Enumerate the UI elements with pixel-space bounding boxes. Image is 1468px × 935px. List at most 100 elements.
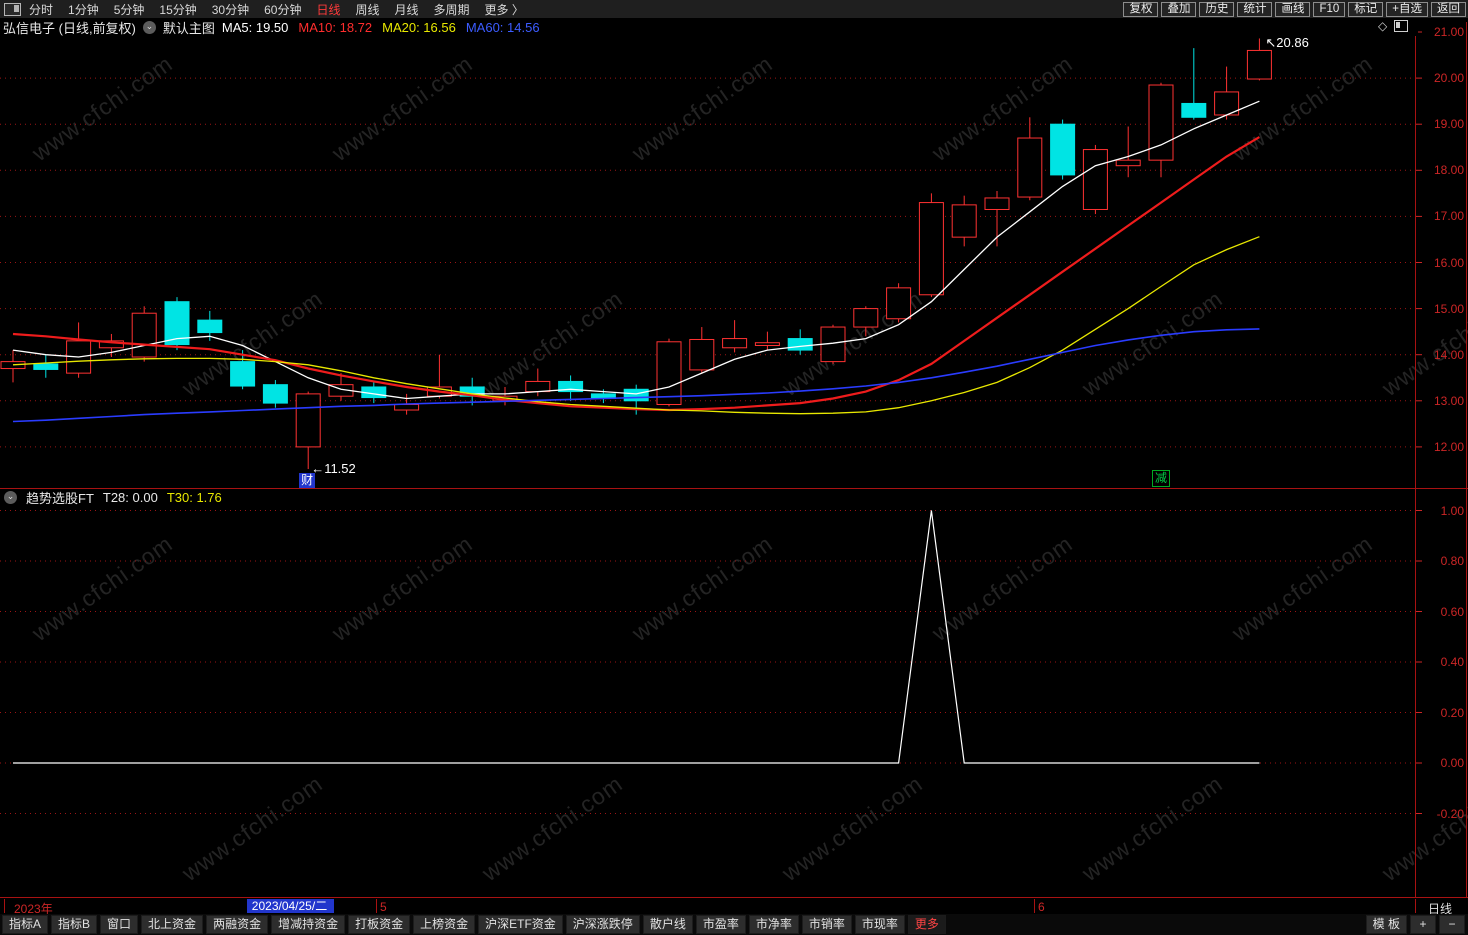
period-tab-3[interactable]: 5分钟: [113, 2, 145, 17]
price-scale-label: 14.00: [1433, 347, 1464, 362]
period-tab-5[interactable]: 30分钟: [211, 2, 250, 17]
candle-body: [853, 308, 879, 328]
diamond-icon[interactable]: ◇: [1378, 19, 1388, 33]
stock-title: 弘信电子 (日线,前复权): [3, 20, 136, 36]
window-layout-icon[interactable]: [4, 2, 21, 16]
candle-body: [1050, 123, 1076, 176]
ma-value-3: MA20: 16.56: [382, 19, 456, 35]
indicator-scale-label: 0.60: [1440, 604, 1464, 619]
finance-report-badge: 财: [299, 473, 316, 488]
indicator-scale-label: 1.00: [1440, 503, 1464, 518]
price-scale-label: 20.00: [1433, 71, 1464, 86]
bottom-button-14[interactable]: 市销率: [801, 915, 852, 934]
tool-button-6[interactable]: F10: [1313, 1, 1346, 17]
bottom-button-3[interactable]: 窗口: [100, 915, 139, 934]
bottom-button-2[interactable]: 指标B: [51, 915, 98, 934]
year-label: 2023年: [14, 902, 53, 916]
holding-reduction-badge: 减: [1152, 470, 1170, 487]
candle-body: [262, 384, 288, 404]
remove-pane-button[interactable]: −: [1439, 915, 1465, 934]
indicator-scale-label: 0.00: [1440, 756, 1464, 770]
price-scale-label: 12.00: [1433, 439, 1464, 454]
main-chart-selector[interactable]: 默认主图: [162, 20, 215, 36]
bottom-button-6[interactable]: 增减持资金: [271, 915, 346, 934]
candle-body: [1181, 102, 1207, 118]
candle-body: [1017, 137, 1043, 198]
selected-date[interactable]: 2023/04/25/二: [247, 899, 332, 913]
bottom-button-16[interactable]: 更多: [907, 915, 946, 934]
candle-body: [787, 338, 813, 351]
ma-legend: MA5: 19.50 MA10: 18.72 MA20: 16.56 MA60: 14…: [222, 20, 540, 35]
ma-value-4: MA60: 14.56: [465, 19, 540, 35]
candle-body: [754, 342, 780, 346]
tool-button-8[interactable]: +自选: [1386, 1, 1428, 17]
bottom-button-8[interactable]: 上榜资金: [413, 915, 476, 934]
candle-body: [1246, 49, 1272, 80]
date-tick: [4, 899, 5, 913]
indicator-scale-label: -0.20: [1436, 806, 1464, 821]
bottom-button-11[interactable]: 散户线: [642, 915, 693, 934]
high-price-annotation: ↖20.86: [1265, 35, 1309, 51]
candle-body: [230, 361, 256, 387]
tool-button-7[interactable]: 标记: [1348, 1, 1384, 17]
low-price-annotation: ←11.52: [311, 461, 356, 477]
price-scale-label: 15.00: [1433, 301, 1464, 316]
template-button[interactable]: 模 板: [1365, 915, 1407, 934]
candle-body: [918, 202, 944, 296]
split-panel-icon[interactable]: [1394, 20, 1409, 32]
bottom-button-12[interactable]: 市盈率: [695, 915, 746, 934]
period-tab-8[interactable]: 周线: [355, 2, 380, 17]
price-scale-label: 19.00: [1433, 117, 1464, 132]
chevron-down-icon[interactable]: ⌄: [4, 491, 17, 504]
bottom-button-10[interactable]: 沪深涨跌停: [565, 915, 640, 934]
period-tab-10[interactable]: 多周期: [433, 2, 470, 17]
bottom-button-5[interactable]: 两融资金: [206, 915, 269, 934]
candle-body: [951, 204, 977, 238]
period-tab-6[interactable]: 60分钟: [264, 2, 302, 17]
chevron-down-icon[interactable]: ⌄: [142, 20, 156, 34]
candle-body: [1115, 159, 1141, 167]
candle-body: [1148, 84, 1174, 161]
price-scale-label: 17.00: [1433, 209, 1464, 224]
bottom-button-7[interactable]: 打板资金: [348, 915, 411, 934]
date-tick: [332, 899, 334, 913]
period-tab-4[interactable]: 15分钟: [159, 2, 197, 17]
ma-line-MA20: [12, 236, 1260, 415]
period-tab-2[interactable]: 1分钟: [68, 2, 99, 17]
candle-body: [394, 403, 420, 411]
toolbar-right: 模 板 + −: [1365, 915, 1465, 934]
candle-body: [623, 388, 649, 402]
add-pane-button[interactable]: +: [1410, 915, 1436, 934]
tool-button-1[interactable]: 复权: [1123, 1, 1159, 17]
candle-body: [984, 197, 1010, 210]
tool-button-3[interactable]: 历史: [1199, 1, 1235, 17]
bottom-button-15[interactable]: 市现率: [854, 915, 905, 934]
bottom-button-4[interactable]: 北上资金: [141, 915, 204, 934]
sub-indicator-header: ⌄ 趋势选股FT T28: 0.00 T30: 1.76: [4, 489, 222, 506]
bottom-button-13[interactable]: 市净率: [748, 915, 799, 934]
tool-button-2[interactable]: 叠加: [1161, 1, 1197, 17]
tool-button-5[interactable]: 画线: [1275, 1, 1311, 17]
bottom-button-9[interactable]: 沪深ETF资金: [478, 915, 563, 934]
candle-body: [0, 361, 26, 370]
indicator-buttons: 指标A 指标B 窗口 北上资金 两融资金 增减持资金 打板资金 上榜资金 沪深ETF资金 沪深涨跌…: [2, 915, 946, 934]
tool-button-4[interactable]: 统计: [1237, 1, 1273, 17]
price-scale-label: 18.00: [1433, 163, 1464, 178]
period-tab-11[interactable]: 更多 〉: [484, 2, 524, 17]
period-tab-1[interactable]: 分时: [29, 2, 54, 17]
period-tab-9[interactable]: 月线: [394, 2, 419, 17]
tool-button-9[interactable]: 返回: [1431, 1, 1466, 17]
bottom-button-1[interactable]: 指标A: [2, 915, 49, 934]
bottom-toolbar: 指标A 指标B 窗口 北上资金 两融资金 增减持资金 打板资金 上榜资金 沪深ETF资金 沪深涨跌…: [0, 914, 1468, 935]
candle-body: [131, 312, 157, 358]
candle-body: [197, 319, 223, 334]
price-scale-label: 16.00: [1433, 255, 1464, 270]
indicator-scale-label: 0.40: [1440, 655, 1464, 669]
candle-body: [98, 340, 124, 349]
period-tab-7[interactable]: 日线: [316, 2, 341, 17]
price-scale-label: 13.00: [1433, 393, 1464, 408]
ma-value-2: MA10: 18.72: [298, 19, 373, 35]
candle-body: [886, 287, 912, 320]
